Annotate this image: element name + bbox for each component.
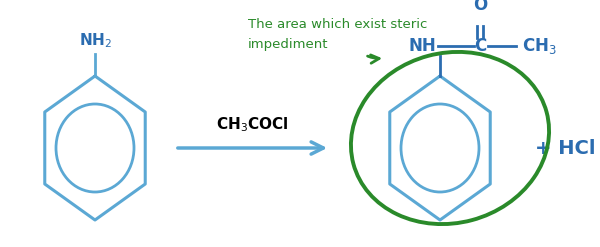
Text: CH$_3$: CH$_3$ — [522, 36, 557, 56]
Text: C: C — [474, 37, 486, 55]
Text: + HCl: + HCl — [535, 139, 595, 158]
Text: NH: NH — [408, 37, 436, 55]
Text: O: O — [473, 0, 487, 14]
Text: The area which exist steric: The area which exist steric — [248, 18, 427, 31]
Text: CH$_3$COCl: CH$_3$COCl — [216, 115, 289, 134]
Text: impediment: impediment — [248, 38, 329, 51]
Text: NH$_2$: NH$_2$ — [79, 31, 112, 50]
